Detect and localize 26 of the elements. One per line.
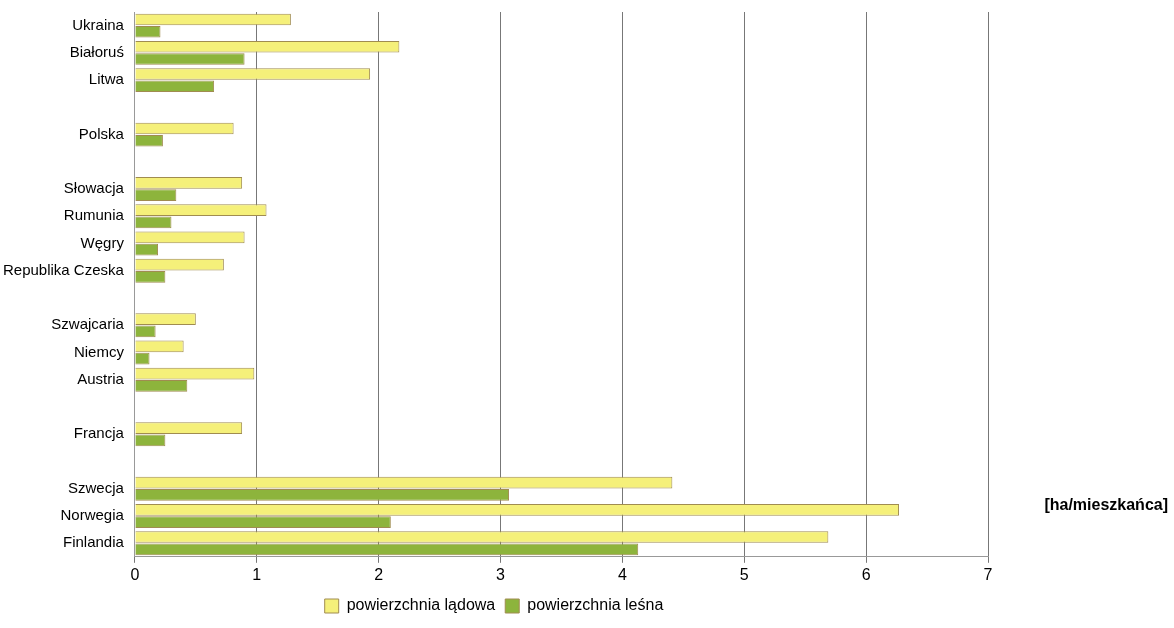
x-tick-label: 2 xyxy=(374,565,384,583)
x-tick-label: 4 xyxy=(617,565,627,583)
x-tick-label: 1 xyxy=(252,565,262,583)
y-tick-label: Szwecja xyxy=(68,478,125,496)
y-tick-label: Słowacja xyxy=(63,179,125,197)
x-axis-title: [ha/mieszkańca] xyxy=(1044,496,1168,514)
y-tick-label: Szwajcaria xyxy=(51,315,125,333)
x-tick-label: 7 xyxy=(983,565,993,583)
y-tick-label: Węgry xyxy=(80,233,125,251)
x-tick-label: 0 xyxy=(130,565,140,583)
y-tick-label: Finlandia xyxy=(63,533,125,551)
y-tick-label: Francja xyxy=(73,424,125,442)
y-tick-label: Litwa xyxy=(88,70,125,88)
y-tick-label: Polska xyxy=(78,124,125,142)
y-tick-label: Białoruś xyxy=(69,43,124,60)
x-tick-label: 6 xyxy=(861,565,871,583)
y-tick-label: Niemcy xyxy=(73,342,125,360)
legend-label: powierzchnia lądowa xyxy=(346,596,496,614)
legend-label: powierzchnia leśna xyxy=(527,596,664,614)
x-tick-label: 5 xyxy=(739,565,749,583)
y-tick-label: Ukraina xyxy=(72,15,125,33)
x-tick-label: 3 xyxy=(496,565,506,583)
y-tick-label: Rumunia xyxy=(63,206,125,224)
y-tick-label: Austria xyxy=(77,369,125,387)
y-tick-label: Republika Czeska xyxy=(2,260,125,278)
y-tick-label: Norwegia xyxy=(60,506,125,524)
